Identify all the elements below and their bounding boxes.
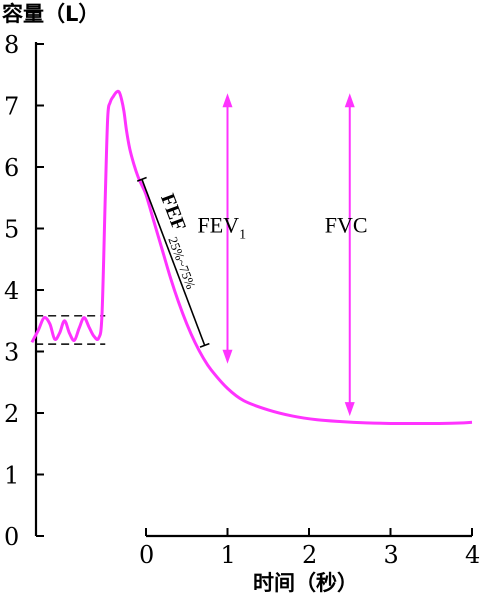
fvc-label: FVC [325,213,368,238]
y-tick-label: 0 [4,523,19,551]
y-tick-label: 5 [4,216,19,244]
fev1-label: FEV1 [198,213,247,243]
y-ticks: 0 1 2 3 4 5 6 7 8 [4,31,44,551]
y-axis-label: 容量（L） [2,2,99,26]
fev1-arrow-up-icon [222,93,233,108]
y-tick-label: 7 [4,93,19,121]
x-tick-label: 3 [384,541,399,569]
y-tick-label: 8 [4,31,19,59]
fev1-label-subscript: 1 [239,228,246,243]
y-tick-label: 3 [4,339,19,367]
y-tick-label: 1 [4,462,19,490]
fev1-arrow-down-icon [222,349,233,364]
x-tick-label: 2 [302,541,317,569]
volume-time-curve [30,89,473,425]
x-axis-label: 时间（秒） [253,571,358,595]
x-tick-label: 4 [465,541,480,569]
x-tick-label: 0 [139,541,154,569]
x-tick-label: 1 [221,541,236,569]
fef-subscript: 25%~75% [165,235,198,292]
y-tick-label: 2 [4,400,19,428]
fvc-arrow-down-icon [344,402,355,417]
fef-text: FEF [156,191,190,234]
x-ticks: 0 1 2 3 4 [139,528,480,569]
fef-end-tick [199,342,210,348]
fef-slope-line [141,179,206,346]
fev1-label-main: FEV [198,213,240,238]
y-tick-label: 4 [4,277,19,305]
y-tick-label: 6 [4,154,19,182]
fvc-arrow-up-icon [344,93,355,108]
fef-start-tick [136,176,147,182]
